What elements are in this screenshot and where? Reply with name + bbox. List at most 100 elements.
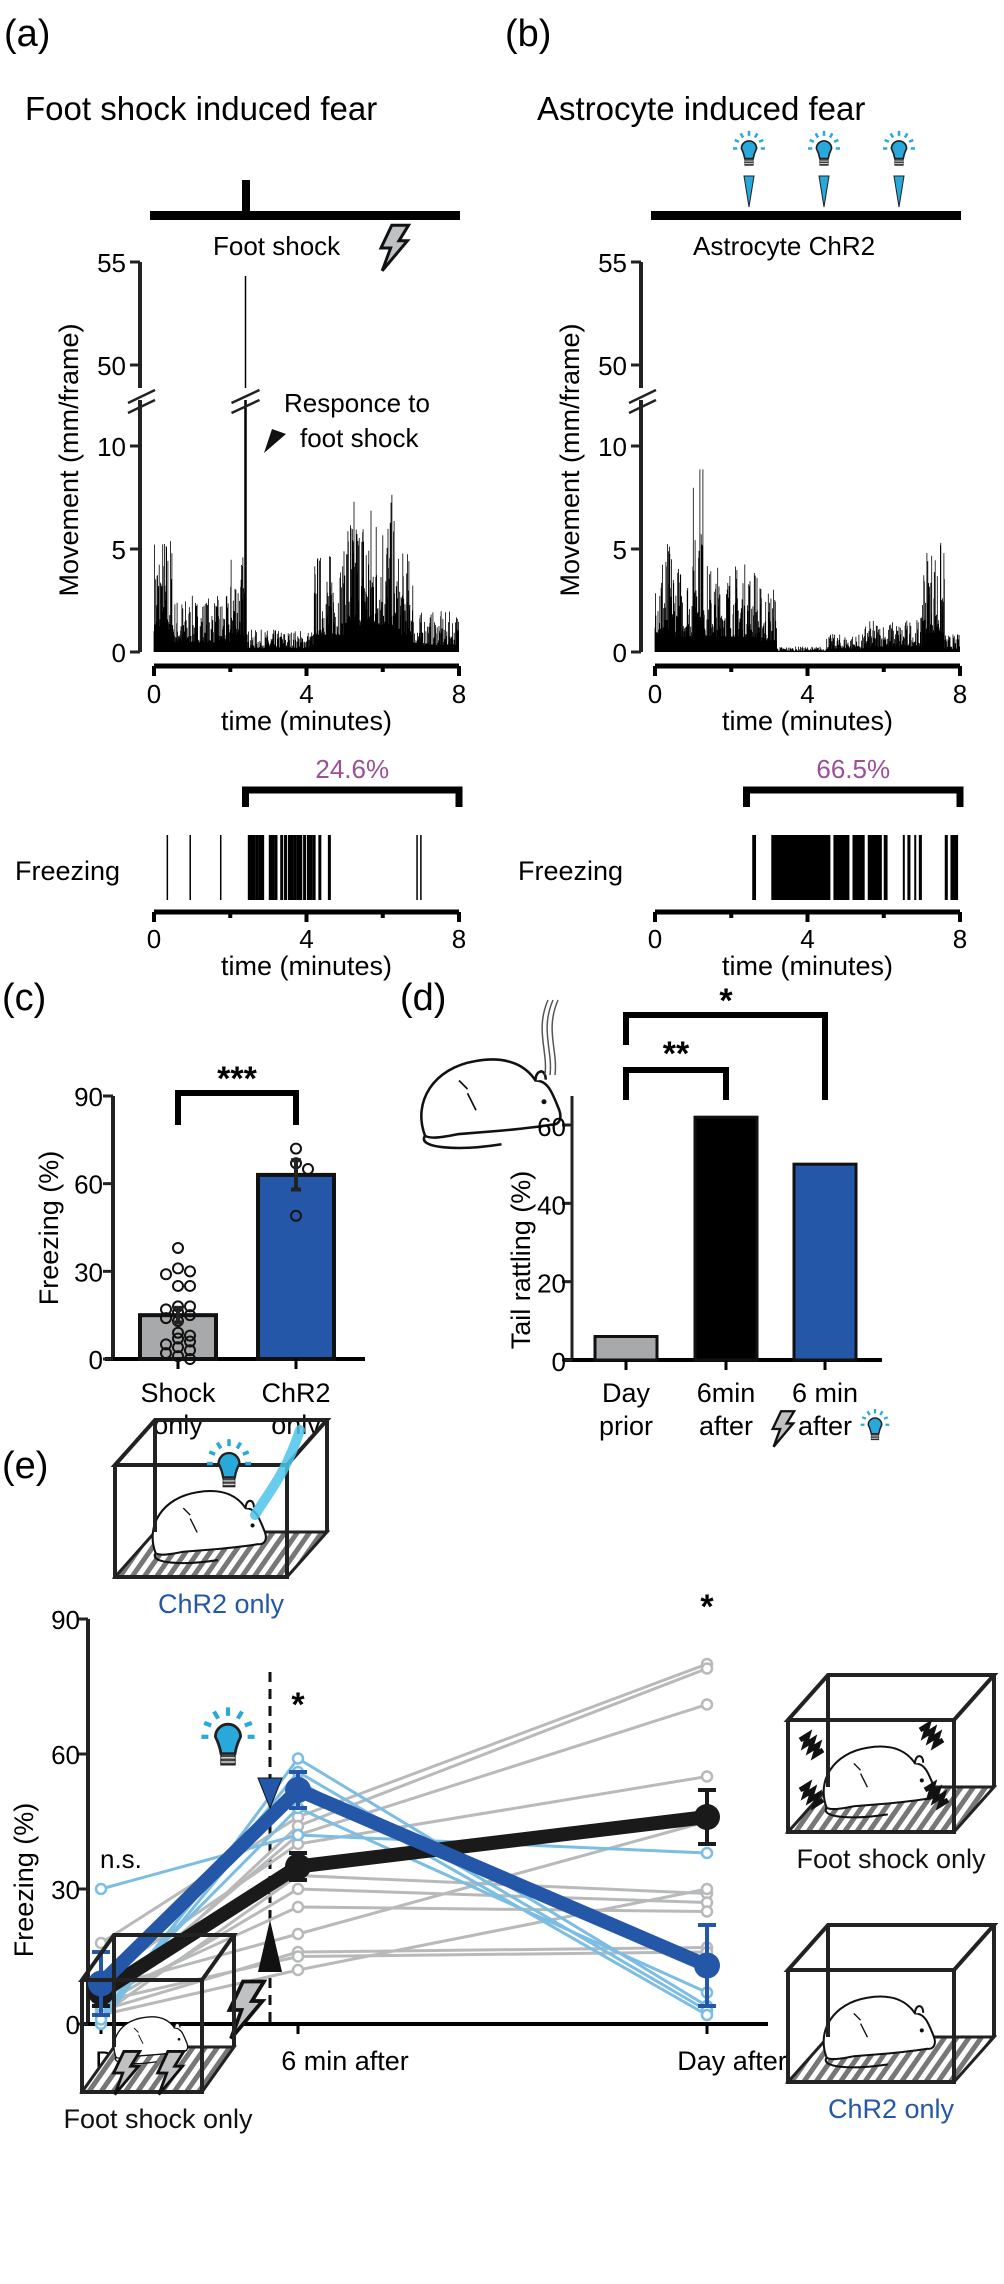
y-tick-label: 0 bbox=[552, 1347, 566, 1377]
panel-label-e: (e) bbox=[2, 1445, 48, 1487]
y-tick-label: 55 bbox=[598, 248, 627, 278]
mean-point bbox=[694, 1952, 720, 1979]
data-point bbox=[172, 1279, 184, 1292]
axis-break bbox=[127, 398, 156, 415]
freezing-block bbox=[944, 835, 948, 900]
data-point bbox=[160, 1268, 172, 1281]
response-annotation: Responce to foot shock bbox=[264, 388, 430, 453]
cage-shock-right: Foot shock only bbox=[783, 1673, 999, 1874]
x-axis-label: time (minutes) bbox=[221, 706, 392, 736]
significance-label: *** bbox=[217, 1060, 257, 1098]
panel-b-title: Astrocyte induced fear bbox=[537, 90, 865, 127]
panel-label-c: (c) bbox=[2, 977, 46, 1019]
light-bulb-icon bbox=[205, 1438, 253, 1489]
light-pulse-marker bbox=[743, 175, 755, 208]
data-point bbox=[184, 1344, 196, 1357]
individual-point bbox=[291, 1900, 305, 1914]
mean-point bbox=[88, 1970, 114, 1997]
panel-b-freezing-raster: 66.5% Freezing 0 4 8 time (minutes) bbox=[518, 754, 967, 981]
individual-point bbox=[291, 1950, 305, 1963]
data-point bbox=[160, 1303, 172, 1316]
stimulus-label: Astrocyte ChR2 bbox=[693, 231, 875, 261]
y-tick-label: 10 bbox=[598, 432, 627, 462]
mean-point bbox=[285, 1853, 311, 1880]
data-point bbox=[160, 1347, 172, 1360]
x-axis-label: time (minutes) bbox=[221, 951, 392, 981]
y-tick-label: 0 bbox=[112, 638, 126, 668]
x-tick-label: 4 bbox=[800, 679, 814, 709]
data-point bbox=[184, 1329, 196, 1342]
x-tick-label: 0 bbox=[648, 679, 662, 709]
axis-break bbox=[230, 398, 261, 415]
x-tick-label: 8 bbox=[953, 924, 967, 954]
shock-marker bbox=[242, 180, 250, 213]
data-point bbox=[160, 1312, 172, 1325]
y-axis-label: Tail rattling (%) bbox=[506, 1171, 536, 1350]
light-bulb-icon bbox=[732, 130, 766, 167]
axis-break bbox=[127, 388, 156, 405]
freezing-block bbox=[902, 835, 905, 900]
y-axis-label: Movement (mm/frame) bbox=[54, 323, 84, 596]
lightning-bolt-icon bbox=[379, 223, 411, 273]
individual-point bbox=[700, 1662, 714, 1675]
cage-label: ChR2 only bbox=[828, 2094, 955, 2124]
x-tick-label: 0 bbox=[648, 924, 662, 954]
session-bar bbox=[651, 211, 961, 220]
individual-point bbox=[291, 1828, 305, 1842]
panel-a-title: Foot shock induced fear bbox=[25, 90, 377, 127]
data-point bbox=[184, 1300, 196, 1313]
arrowhead-icon bbox=[264, 429, 286, 453]
freezing-block bbox=[883, 835, 888, 900]
significance-bracket bbox=[623, 1012, 828, 1100]
individual-point bbox=[700, 1905, 714, 1918]
x-tick-label: Day after bbox=[677, 2046, 787, 2076]
y-tick-label: 0 bbox=[89, 1345, 103, 1375]
data-point bbox=[172, 1326, 184, 1339]
x-tick-label: 4 bbox=[299, 679, 313, 709]
vibration-icon bbox=[798, 1729, 825, 1761]
freezing-block bbox=[867, 835, 882, 900]
vibration-icon bbox=[798, 1779, 825, 1811]
y-axis-label: Movement (mm/frame) bbox=[555, 323, 585, 596]
y-tick-label: 0 bbox=[66, 2010, 80, 2040]
significance-label-6min: * bbox=[291, 1686, 305, 1724]
light-pulse-marker bbox=[818, 175, 830, 208]
x-tick-label: 8 bbox=[452, 924, 466, 954]
axis-break bbox=[230, 388, 261, 405]
optic-fiber-icon bbox=[541, 999, 559, 1076]
shock-arrow-icon bbox=[258, 1920, 282, 1972]
y-tick-label: 60 bbox=[74, 1170, 103, 1200]
data-point bbox=[290, 1142, 302, 1155]
freezing-block bbox=[752, 835, 757, 900]
light-pulse-marker bbox=[893, 175, 905, 208]
analysis-window-bracket bbox=[743, 786, 964, 807]
raster-row-label: Freezing bbox=[15, 856, 120, 886]
x-tick-label: 6min after bbox=[697, 1378, 756, 1441]
lightning-bolt-icon bbox=[771, 1410, 796, 1448]
mean-point bbox=[285, 1777, 311, 1803]
panel-c-bar-chart: 0 30 60 90 Freezing (%) Shock only ChR2 only *** bbox=[34, 1060, 365, 1440]
bar bbox=[256, 1172, 336, 1362]
x-tick-label: 0 bbox=[147, 924, 161, 954]
panel-label-b: (b) bbox=[505, 13, 551, 55]
light-bulb-icon bbox=[807, 130, 841, 167]
movement-trace bbox=[153, 494, 459, 652]
x-tick-label: Day prior bbox=[599, 1378, 653, 1441]
vibration-icon bbox=[918, 1719, 945, 1751]
y-axis-label: Freezing (%) bbox=[34, 1151, 64, 1306]
axis-break bbox=[628, 398, 657, 415]
x-tick-label: 0 bbox=[147, 679, 161, 709]
freezing-percent: 24.6% bbox=[315, 754, 389, 784]
individual-point bbox=[291, 1927, 305, 1941]
x-axis-label: time (minutes) bbox=[722, 951, 893, 981]
significance-label-day-after: * bbox=[700, 1588, 714, 1626]
light-bulb-icon bbox=[860, 1408, 890, 1441]
x-tick-label: 4 bbox=[299, 924, 313, 954]
panel-b-movement-plot: 0 5 10 50 55 Movement (mm/frame) 0 4 8 time (minu… bbox=[555, 248, 967, 736]
cage-label: ChR2 only bbox=[158, 1589, 285, 1619]
panel-label-a: (a) bbox=[4, 13, 50, 55]
y-tick-label: 30 bbox=[74, 1257, 103, 1287]
y-tick-label: 5 bbox=[613, 535, 627, 565]
